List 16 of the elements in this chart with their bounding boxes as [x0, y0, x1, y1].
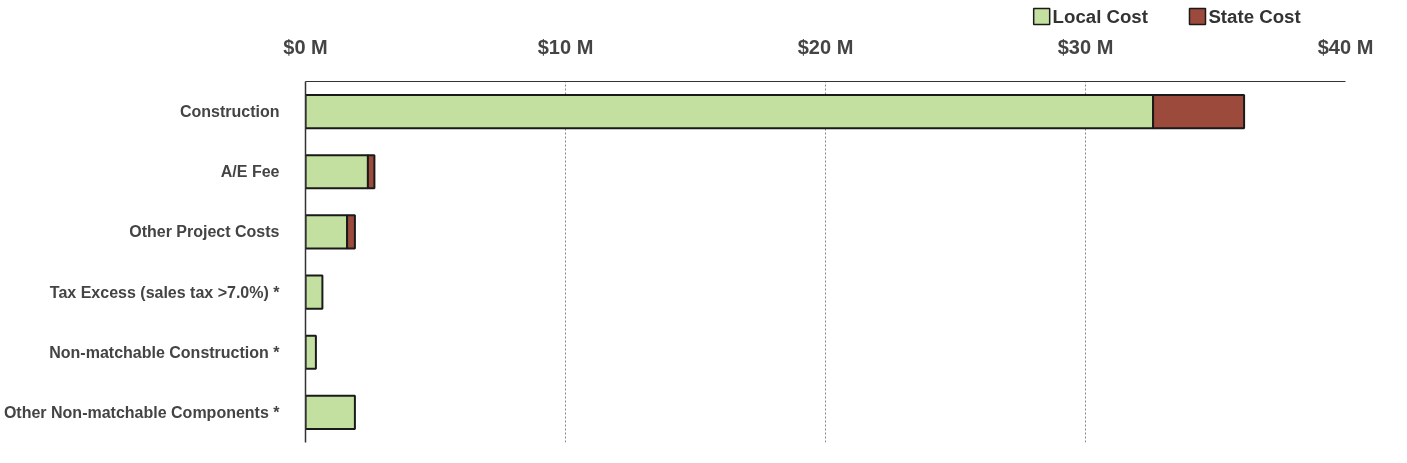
bar — [305, 334, 317, 370]
x-tick-label: $0 M — [283, 35, 328, 58]
legend-label: State Cost — [1208, 6, 1301, 27]
x-tick-label: $20 M — [797, 35, 854, 58]
legend-label: Local Cost — [1052, 6, 1148, 27]
y-tick-label: Other Project Costs — [129, 223, 280, 241]
x-tick-label: $30 M — [1057, 35, 1114, 58]
x-tick-label: $40 M — [1317, 35, 1374, 58]
y-tick-label: A/E Fee — [220, 163, 280, 181]
y-tick-label: Construction — [179, 103, 280, 121]
y-tick-label: Tax Excess (sales tax >7.0%) * — [49, 283, 281, 301]
bar — [305, 274, 324, 310]
x-tick-label: $10 M — [537, 35, 594, 58]
bar — [305, 394, 356, 430]
y-tick-label: Non-matchable Construction * — [49, 343, 281, 361]
y-tick-label: Other Non-matchable Components * — [3, 403, 281, 421]
